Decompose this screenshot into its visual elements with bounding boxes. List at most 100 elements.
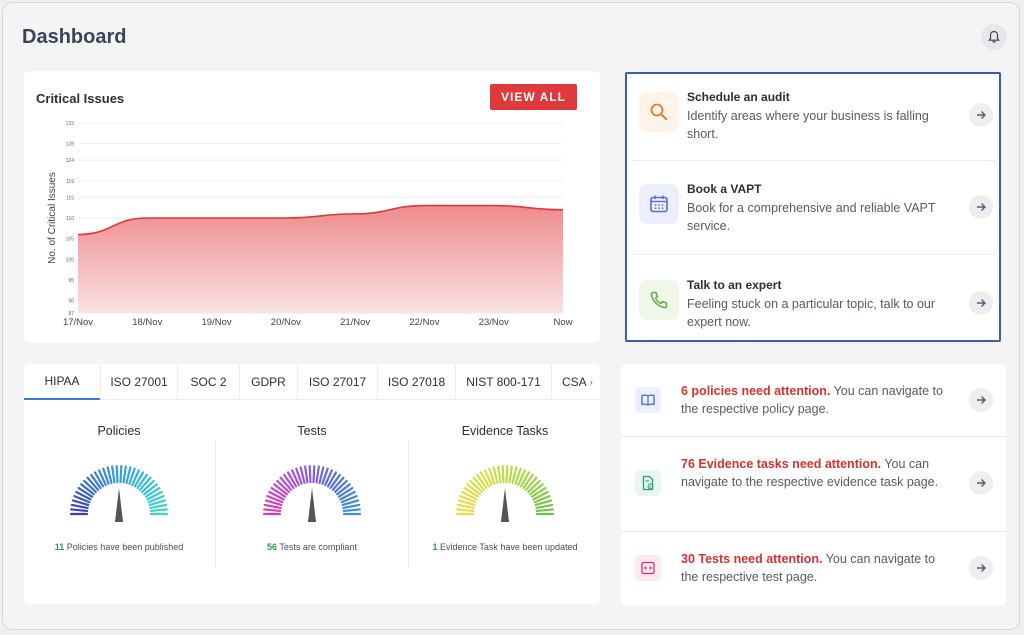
arrow-right-icon	[977, 396, 986, 404]
gauge-tick	[488, 467, 496, 485]
notifications-button[interactable]	[981, 24, 1007, 50]
gauge-tick	[263, 508, 282, 513]
attention-rest: You can navigate to the respective test …	[681, 552, 936, 584]
divider	[633, 254, 995, 255]
gauge-tick	[511, 466, 518, 485]
code-window-icon	[641, 561, 655, 575]
action-go-button[interactable]	[969, 291, 993, 315]
gauge-tick	[457, 499, 476, 507]
action-go-button[interactable]	[969, 103, 993, 127]
gauge-tick	[147, 495, 165, 504]
gauge-tick	[341, 499, 360, 507]
tab-hipaa[interactable]: HIPAA	[24, 364, 100, 400]
framework-compliance-card: HIPAA ISO 27001 SOC 2 GDPR ISO 27017 ISO…	[24, 364, 600, 604]
gauge-tick	[115, 464, 119, 484]
action-schedule-audit[interactable]: Schedule an audit Identify areas where y…	[633, 78, 995, 164]
gauge-tick	[456, 508, 475, 513]
gauge-tick	[276, 479, 290, 494]
attention-highlight: 76 Evidence tasks need attention.	[681, 457, 882, 471]
tab-iso-27017[interactable]: ISO 27017	[298, 364, 378, 400]
gauge-caption: 56 Tests are compliant	[217, 542, 407, 552]
gauge-tick	[340, 495, 358, 504]
gauge-tick	[90, 473, 102, 490]
action-description: Book for a comprehensive and reliable VA…	[687, 201, 936, 233]
gauge-caption-text: Tests are compliant	[279, 542, 357, 552]
series-line	[77, 204, 564, 236]
gauge-tick	[532, 490, 549, 501]
tab-gdpr[interactable]: GDPR	[240, 364, 298, 400]
gauge-tick	[136, 473, 148, 490]
gauge-tick	[266, 495, 284, 504]
evidence-tasks-gauge	[455, 464, 555, 522]
x-tick-label: 17/Nov	[63, 317, 93, 328]
gauge-tick	[283, 473, 295, 490]
gauge-tick	[497, 465, 502, 484]
attention-highlight: 30 Tests need attention.	[681, 552, 823, 566]
gauge-tick	[148, 499, 167, 507]
x-tick-label: Now	[553, 317, 572, 328]
gauge-tick	[295, 467, 303, 485]
magnifier-icon	[650, 103, 667, 120]
action-book-vapt[interactable]: Book a VAPT Book for a comprehensive and…	[633, 170, 995, 256]
attention-icon-wrap	[635, 555, 661, 581]
gauge-tick	[535, 503, 554, 510]
gauge-tick	[286, 471, 298, 488]
gauge-tick	[469, 479, 483, 494]
y-tick-label: 90	[68, 299, 74, 305]
attention-item-tests[interactable]: 30 Tests need attention. You can navigat…	[621, 532, 1006, 606]
y-tick-label: 105	[66, 237, 75, 243]
action-title: Schedule an audit	[687, 90, 790, 104]
gauge-tick	[459, 495, 477, 504]
attention-item-evidence[interactable]: 76 Evidence tasks need attention. You ca…	[621, 437, 1006, 531]
attention-go-button[interactable]	[969, 471, 993, 495]
gauge-tick	[102, 467, 110, 485]
gauge-tick	[522, 473, 534, 490]
tab-label: CSA	[562, 374, 587, 389]
action-talk-to-expert[interactable]: Talk to an expert Feeling stuck on a par…	[633, 266, 995, 352]
gauge-tick	[73, 495, 91, 504]
view-all-button[interactable]: VIEW ALL	[490, 84, 577, 110]
policies-gauge	[69, 464, 169, 522]
divider	[621, 531, 1006, 532]
gauge-tick	[527, 479, 541, 494]
tab-soc-2[interactable]: SOC 2	[178, 364, 240, 400]
attention-text: 6 policies need attention. You can navig…	[681, 382, 949, 418]
gauge-count: 11	[54, 542, 65, 552]
gauge-tick	[149, 503, 168, 510]
y-tick-label: 110	[66, 216, 74, 222]
gauge-tick	[97, 469, 107, 486]
divider	[408, 440, 409, 568]
action-description: Identify areas where your business is fa…	[687, 109, 929, 141]
gauge-tick	[342, 508, 361, 513]
gauge-tick	[70, 503, 89, 510]
gauge-tick	[331, 476, 345, 491]
tab-iso-27018[interactable]: ISO 27018	[378, 364, 456, 400]
gauge-tick	[290, 469, 300, 486]
gauge-tick	[93, 471, 105, 488]
y-tick-label: 124	[66, 158, 75, 164]
tab-nist-800-171[interactable]: NIST 800-171	[456, 364, 552, 400]
gauge-tick	[336, 483, 351, 496]
gauge-tick	[318, 466, 325, 485]
bell-icon	[988, 30, 1000, 43]
attention-highlight: 6 policies need attention.	[681, 384, 831, 398]
tab-iso-27001[interactable]: ISO 27001	[100, 364, 178, 400]
arrow-right-icon	[977, 479, 986, 487]
action-go-button[interactable]	[969, 195, 993, 219]
gauge-tick	[534, 499, 553, 507]
gauge-tick	[308, 464, 312, 484]
gauge-caption-text: Policies have been published	[66, 542, 184, 552]
gauge-evidence-tasks: Evidence Tasks 1 Evidence Task have been…	[410, 424, 600, 552]
y-tick-label: 100	[66, 257, 75, 263]
attention-go-button[interactable]	[969, 556, 993, 580]
gauge-tick	[514, 467, 522, 485]
gauge-caption: 11 Policies have been published	[24, 542, 214, 552]
x-tick-label: 19/Nov	[202, 317, 232, 328]
tab-csa[interactable]: CSA ›	[552, 364, 600, 400]
attention-item-policies[interactable]: 6 policies need attention. You can navig…	[621, 364, 1006, 436]
attention-go-button[interactable]	[969, 388, 993, 412]
phone-icon	[650, 291, 668, 309]
gauge-tick	[111, 465, 116, 484]
chevron-right-icon[interactable]: ›	[589, 376, 593, 387]
gauge-tick	[299, 466, 306, 485]
